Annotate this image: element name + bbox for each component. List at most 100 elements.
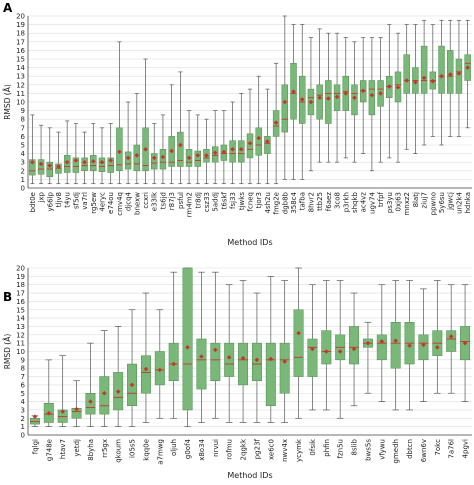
box-ugv74: [368, 37, 376, 172]
y-tick-label: 10: [16, 99, 25, 107]
iqr-box: [196, 338, 207, 390]
x-tick-label: ugv74: [368, 191, 376, 213]
box-p3rkh: [342, 37, 349, 159]
mean-marker: [351, 346, 357, 352]
x-tick-label: 0xj63: [395, 192, 403, 211]
x-tick-label: ac4vz: [360, 192, 368, 213]
mean-marker: [448, 334, 454, 339]
mean-marker: [282, 99, 288, 105]
x-tick-label: g0of4: [184, 438, 192, 459]
x-tick-label: rm4m2: [186, 192, 194, 217]
box-fqlgi: [29, 414, 40, 427]
iqr-box: [29, 159, 36, 176]
x-tick-label: rofmu: [226, 439, 234, 460]
mean-marker: [296, 330, 301, 336]
mean-marker: [265, 139, 270, 144]
mean-marker: [268, 356, 274, 362]
x-tick-label: csz33: [203, 192, 211, 212]
x-tick-label: dgb8b: [281, 191, 289, 214]
box-8byha: [85, 342, 96, 427]
mean-marker: [462, 340, 468, 346]
y-tick-label: 1: [21, 176, 25, 184]
box-5addj: [211, 110, 219, 185]
mean-marker: [64, 159, 70, 165]
box-un2k4: [455, 19, 463, 137]
box-psful: [177, 71, 184, 185]
mean-marker: [178, 142, 183, 148]
x-tick-label: 8slib: [351, 438, 359, 455]
box-t4yu: [63, 120, 71, 185]
y-tick-label: 0: [21, 185, 25, 193]
box-hdnka: [464, 19, 471, 129]
x-tick-label: i05s5: [129, 439, 137, 458]
box-ac4vz: [359, 37, 367, 154]
iqr-box: [376, 334, 387, 361]
mean-marker: [160, 154, 166, 160]
mean-marker: [254, 357, 260, 363]
x-tick-label: g748e: [45, 439, 53, 461]
y-tick-label: 2: [21, 415, 25, 423]
mean-marker: [151, 155, 157, 161]
mean-marker: [157, 367, 163, 373]
y-tick-label: 8: [21, 365, 25, 373]
x-tick-label: ccxri: [142, 192, 150, 209]
mean-marker: [90, 159, 96, 164]
x-tick-label: mnxz2: [403, 192, 411, 216]
box-a7mwg: [154, 309, 165, 419]
mean-marker: [47, 163, 53, 168]
mean-marker: [447, 72, 453, 77]
box-3co8: [333, 32, 341, 163]
mean-marker: [115, 389, 121, 394]
box-yetdj: [71, 380, 82, 427]
y-tick-label: 9: [21, 356, 25, 364]
y-tick-label: 2: [21, 167, 25, 175]
y-tick-label: 17: [16, 38, 25, 46]
box-xe6c0: [265, 276, 276, 423]
x-tick-label: jgwcj: [447, 192, 455, 211]
mean-marker: [379, 339, 385, 344]
mean-marker: [413, 79, 418, 85]
box-oljuh: [168, 271, 179, 419]
box-dbtcn: [404, 280, 415, 411]
iqr-box: [418, 334, 429, 361]
x-tick-label: 2qgkk: [240, 438, 248, 460]
y-tick-label: 11: [16, 90, 25, 98]
y-tick-label: 4: [21, 150, 26, 158]
box-fmg2e: [272, 62, 280, 185]
x-tick-label: ziuj7: [421, 192, 429, 208]
y-axis-label: RMSD (Å): [3, 84, 12, 120]
box-rofmu: [224, 284, 235, 423]
y-tick-label: 3: [21, 406, 25, 414]
iqr-box: [349, 326, 360, 365]
x-tick-label: ttb25: [316, 192, 324, 211]
mean-marker: [129, 382, 135, 388]
box-tr8dj: [194, 114, 201, 185]
x-tick-label: ycymk: [295, 438, 303, 462]
x-tick-label: 8byha: [87, 439, 95, 461]
x-tick-label: tr8dj: [194, 192, 202, 209]
mean-marker: [226, 355, 232, 360]
x-tick-label: oljuh: [170, 439, 178, 456]
mean-marker: [360, 88, 366, 94]
x-tick-label: 8hvr2: [307, 192, 315, 212]
mean-marker: [386, 84, 392, 89]
x-tick-label: fzn5u: [337, 439, 345, 458]
mean-marker: [143, 366, 149, 372]
box-ycymk: [293, 267, 304, 419]
x-tick-label: qkoum: [115, 439, 123, 463]
mean-marker: [421, 342, 426, 348]
mean-marker: [143, 147, 148, 152]
x-axis-label: Method IDs: [227, 238, 272, 247]
box-htav7: [57, 355, 68, 427]
x-tick-label: f6aez: [325, 192, 333, 212]
box-sf5dj: [72, 123, 80, 185]
x-tick-label: 0fsik: [309, 438, 317, 456]
box-tljv8: [55, 131, 62, 185]
iqr-box: [177, 131, 184, 167]
panel-label: A: [3, 1, 13, 15]
box-bnexw: [133, 93, 141, 185]
mean-marker: [108, 158, 114, 163]
box-jgwcj: [447, 19, 454, 137]
